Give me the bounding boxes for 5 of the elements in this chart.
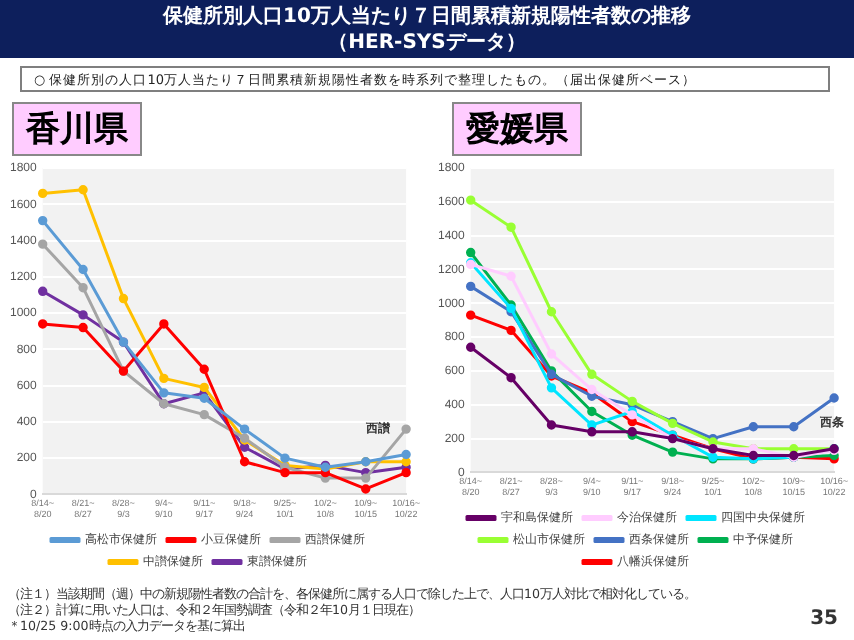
chart-title: 愛媛県 bbox=[452, 102, 582, 156]
text: 保健所別人口10万人当たり７日間累積新規陽性者数の推移 bbox=[160, 4, 693, 30]
chart-title: 香川県 bbox=[12, 102, 142, 156]
text: （HER-SYSデータ） bbox=[326, 30, 528, 56]
text: 35 bbox=[810, 608, 838, 630]
